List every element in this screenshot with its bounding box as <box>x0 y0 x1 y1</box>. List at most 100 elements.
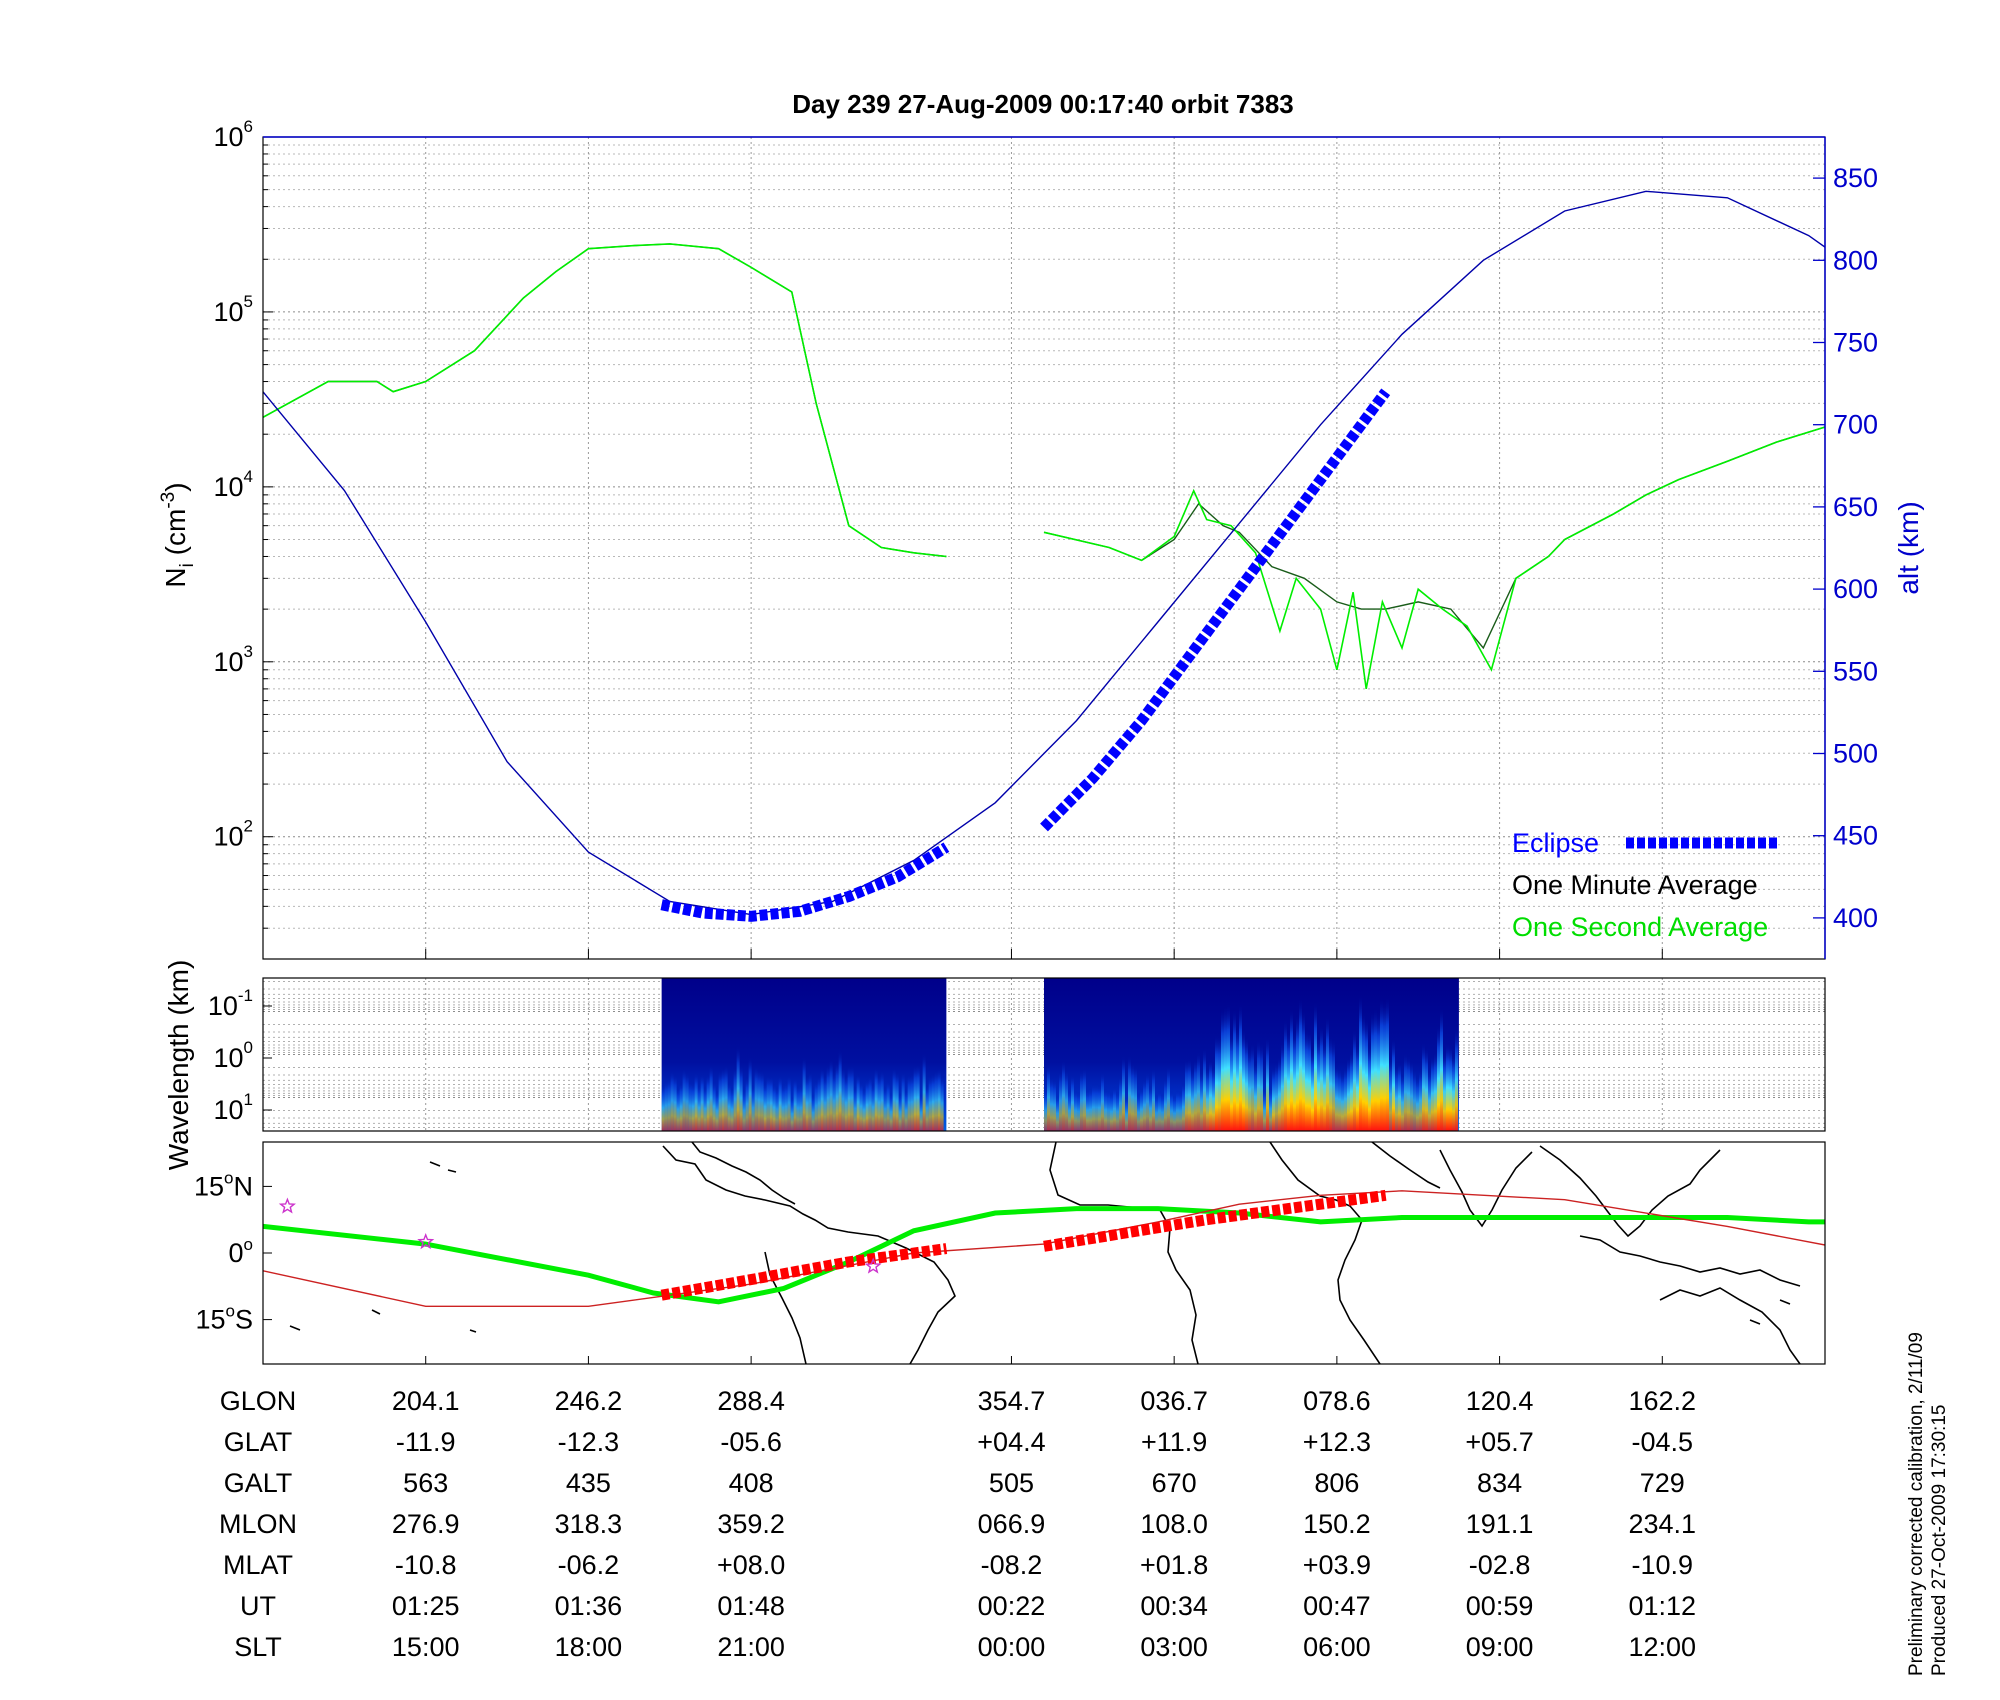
spectrogram-column <box>880 1069 884 1131</box>
spectrogram-column <box>721 1066 725 1131</box>
spectrogram-column <box>1410 1061 1413 1131</box>
tick-exponent: -1 <box>238 986 253 1005</box>
table-cell: 00:47 <box>1303 1591 1371 1621</box>
tick-base: 10 <box>213 472 243 502</box>
density-label-subscript: i <box>177 563 198 567</box>
spectrogram-column <box>1191 1069 1194 1131</box>
spectrogram-column <box>829 1058 833 1131</box>
spectrogram-column <box>925 1084 929 1131</box>
spectrogram-column <box>715 1090 719 1131</box>
table-cell: 108.0 <box>1140 1509 1208 1539</box>
spectrogram-column <box>898 1092 902 1131</box>
spectrogram-column <box>1092 1083 1095 1131</box>
spectrogram-column <box>1251 1043 1254 1131</box>
spectrogram-column <box>1056 1095 1059 1131</box>
spectrogram-column <box>820 1066 824 1131</box>
spectrogram-column <box>661 1084 665 1131</box>
table-cell: 191.1 <box>1466 1509 1534 1539</box>
spectrogram-tick-label: 100 <box>213 1038 253 1073</box>
table-row-label: GLAT <box>224 1427 293 1457</box>
coastline-india <box>1439 1149 1533 1228</box>
orbit-ground-track <box>263 1190 1825 1307</box>
spectrogram-column <box>769 1075 773 1131</box>
spectrogram-column <box>844 1074 848 1131</box>
altitude-tick-label: 750 <box>1833 328 1878 358</box>
spectrogram-column <box>1299 999 1302 1131</box>
spectrogram-column <box>916 1063 920 1131</box>
spectrogram-column <box>1185 1059 1188 1131</box>
legend: Eclipse One Minute Average One Second Av… <box>1512 828 1778 942</box>
table-cell: -12.3 <box>558 1427 620 1457</box>
spectrogram-column <box>1221 1008 1224 1131</box>
spectrogram-column <box>1398 1062 1401 1131</box>
table-cell: 12:00 <box>1629 1632 1697 1662</box>
spectrogram-column <box>1086 1089 1089 1131</box>
spectrogram-column <box>1416 1076 1419 1131</box>
spectrogram-column <box>1104 1089 1107 1131</box>
spectrogram-column <box>1428 1069 1431 1131</box>
table-cell: -08.2 <box>981 1550 1043 1580</box>
spectrogram-column <box>1374 1009 1377 1131</box>
spectrogram-column <box>1110 1092 1113 1131</box>
spectrogram-column <box>1152 1068 1155 1131</box>
tick-exponent: 5 <box>244 292 253 311</box>
ephemeris-table: GLON 204.1 246.2 288.4 354.7 036.7 078.6 120.4 1… <box>219 1386 1696 1662</box>
tick-degrees: 15 <box>195 1305 225 1335</box>
spectrogram-column <box>1143 1078 1146 1131</box>
spectrogram-column <box>1320 1025 1323 1131</box>
spectrogram-column <box>1281 1041 1284 1131</box>
spectrogram-column <box>697 1083 701 1131</box>
spectrogram-column <box>730 1087 734 1131</box>
density-label-close: ) <box>160 482 191 491</box>
spectrogram-column <box>1224 1006 1227 1131</box>
spectrogram-column <box>1065 1069 1068 1131</box>
spectrogram-column <box>1095 1083 1098 1131</box>
table-row-label: MLON <box>219 1509 297 1539</box>
spectrogram-column <box>1167 1065 1170 1131</box>
spectrogram-column <box>682 1067 686 1131</box>
table-row-label: GLON <box>220 1386 297 1416</box>
degree-sign: o <box>226 1302 235 1321</box>
spectrogram-column <box>1245 1036 1248 1131</box>
spectrogram-column <box>1212 1066 1215 1131</box>
table-cell: 120.4 <box>1466 1386 1534 1416</box>
spectrogram-column <box>1350 1051 1353 1131</box>
spectrogram-column <box>1440 1008 1443 1131</box>
table-cell: 359.2 <box>717 1509 785 1539</box>
spectrogram-column <box>718 1069 722 1131</box>
spectrogram-column <box>1203 1048 1206 1131</box>
spectrogram-column <box>1293 1030 1296 1131</box>
spectrogram-column <box>673 1073 677 1131</box>
spectrogram-column <box>709 1064 713 1131</box>
altitude-tick-label: 400 <box>1833 903 1878 933</box>
table-cell: 15:00 <box>392 1632 460 1662</box>
spectrogram-column <box>1302 1011 1305 1131</box>
table-cell: -10.8 <box>395 1550 457 1580</box>
density-label-symbol: N <box>160 567 191 587</box>
altitude-tick-label: 700 <box>1833 410 1878 440</box>
spectrogram-column <box>1137 1093 1140 1131</box>
spectrogram-column <box>775 1086 779 1131</box>
spectrogram-column <box>736 1045 740 1131</box>
spectrogram-column <box>922 1052 926 1131</box>
spectrogram-column <box>1233 1010 1236 1131</box>
spectrogram-column <box>1371 1012 1374 1131</box>
tick-base: 10 <box>208 991 238 1021</box>
spectrogram-column <box>691 1081 695 1131</box>
spectrogram-column <box>1047 1063 1050 1131</box>
spectrogram-column <box>1335 1065 1338 1131</box>
spectrogram-column <box>1323 1040 1326 1131</box>
density-label-unit: (cm <box>160 509 191 563</box>
spectrogram-data <box>661 978 1459 1131</box>
table-cell: 435 <box>566 1468 611 1498</box>
spectrogram-column <box>904 1089 908 1131</box>
produced-note: Produced 27-Oct-2009 17:30:15 <box>1929 1405 1950 1676</box>
spectrogram-column <box>811 1094 815 1131</box>
density-second-curve <box>263 243 947 558</box>
table-cell: 036.7 <box>1140 1386 1208 1416</box>
table-cell: 01:36 <box>555 1591 623 1621</box>
spectrogram-column <box>865 1078 869 1131</box>
spectrogram-column <box>928 1074 932 1131</box>
spectrogram-column <box>901 1071 905 1131</box>
table-cell: 00:22 <box>978 1591 1046 1621</box>
